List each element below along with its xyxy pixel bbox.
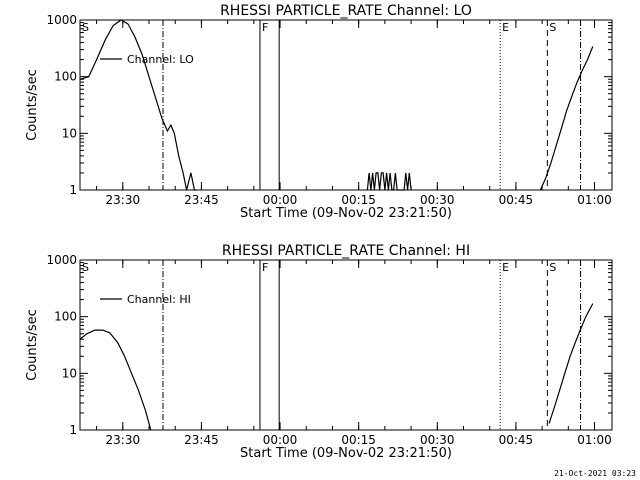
x-tick-label: 00:00 [263, 433, 298, 447]
event-marker-label: S [82, 21, 89, 34]
chart-title: RHESSI PARTICLE_RATE Channel: HI [222, 243, 470, 259]
event-marker-label: F [262, 261, 268, 274]
event-marker-label: S [549, 21, 556, 34]
series-line [79, 303, 594, 431]
chart-panel-1: RHESSI PARTICLE_RATE Channel: LO 23:30 23:… [25, 3, 613, 221]
legend-label: Channel: HI [127, 293, 191, 306]
x-tick-label: 00:30 [420, 433, 455, 447]
event-marker-label: S [82, 261, 89, 274]
legend-label: Channel: LO [127, 53, 194, 66]
y-tick-label: 100 [54, 70, 77, 84]
event-marker-label: E [502, 21, 509, 34]
y-tick-label: 1 [69, 183, 77, 197]
x-tick-label: 00:30 [420, 193, 455, 207]
x-axis-label: Start Time (09-Nov-02 23:21:50) [240, 446, 452, 461]
x-tick-label: 01:00 [577, 433, 612, 447]
y-tick-label: 1 [69, 423, 77, 437]
y-axis-label: Counts/sec [25, 309, 40, 381]
plot-frame [79, 259, 613, 431]
x-tick-label: 00:45 [499, 433, 534, 447]
series-line [79, 19, 594, 191]
event-marker-label: E [502, 261, 509, 274]
y-tick-label: 1000 [46, 253, 77, 267]
y-tick-label: 1000 [46, 13, 77, 27]
y-tick-label: 10 [62, 366, 77, 380]
chart-panel-2: RHESSI PARTICLE_RATE Channel: HI 23:30 23:… [25, 243, 613, 461]
x-tick-label: 00:00 [263, 193, 298, 207]
generation-timestamp: 21-Oct-2021 03:23 [554, 469, 636, 478]
x-tick-label: 23:30 [106, 193, 141, 207]
x-tick-label: 00:15 [341, 433, 376, 447]
y-tick-label: 100 [54, 310, 77, 324]
plot-frame [79, 19, 613, 191]
x-tick-label: 01:00 [577, 193, 612, 207]
x-tick-label: 23:45 [184, 433, 219, 447]
x-tick-label: 23:30 [106, 433, 141, 447]
y-tick-label: 10 [62, 126, 77, 140]
event-marker-label: S [549, 261, 556, 274]
x-tick-label: 00:15 [341, 193, 376, 207]
x-tick-label: 00:45 [499, 193, 534, 207]
x-axis-label: Start Time (09-Nov-02 23:21:50) [240, 206, 452, 221]
chart-title: RHESSI PARTICLE_RATE Channel: LO [220, 3, 472, 19]
y-axis-label: Counts/sec [25, 69, 40, 141]
x-tick-label: 23:45 [184, 193, 219, 207]
event-marker-label: F [262, 21, 268, 34]
